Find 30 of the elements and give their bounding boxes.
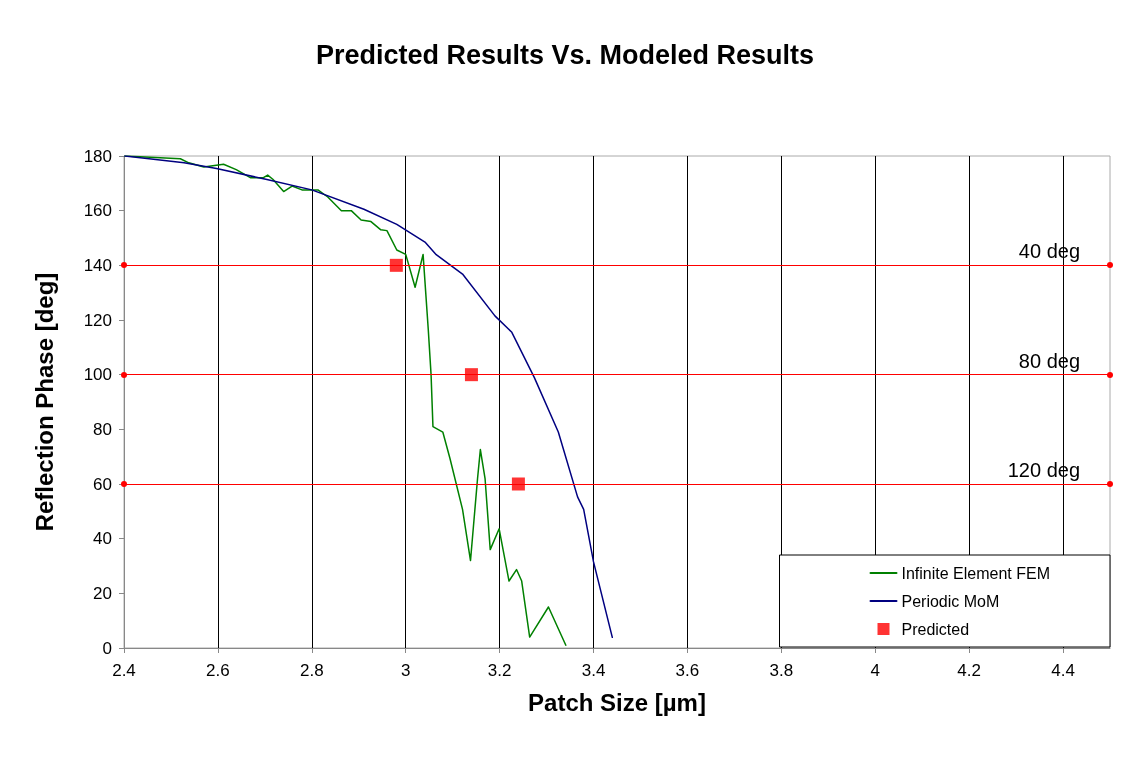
x-tick-label: 4 — [870, 661, 880, 680]
y-tick-label: 120 — [83, 310, 112, 330]
point — [511, 477, 525, 491]
x-tick-label: 3.4 — [581, 661, 606, 680]
x-tick-label: 3.8 — [769, 661, 794, 680]
legend-label: Periodic MoM — [901, 592, 1000, 610]
y-tick-label: 180 — [83, 146, 112, 166]
y-tick-label: 140 — [83, 255, 112, 275]
y-tick-label: 80 — [93, 419, 112, 439]
chart-title: Predicted Results Vs. Modeled Results — [315, 39, 815, 70]
y-axis-title: Reflection Phase [deg] — [30, 272, 58, 532]
legend-label: Infinite Element FEM — [901, 564, 1050, 582]
y-tick-label: 100 — [83, 365, 112, 385]
x-tick-label: 2.6 — [206, 661, 230, 680]
y-tick-label: 60 — [93, 474, 112, 494]
point — [464, 368, 478, 382]
y-tick-label: 40 — [93, 529, 112, 549]
x-tick-label: 2.4 — [112, 661, 136, 680]
legend-label: Predicted — [901, 620, 970, 638]
y-tick-label: 0 — [102, 638, 112, 658]
x-tick-label: 3.2 — [487, 661, 512, 680]
y-tick-label: 160 — [83, 201, 112, 221]
x-tick-label: 4.4 — [1051, 661, 1075, 680]
x-tick-label: 3.6 — [675, 661, 700, 680]
x-axis-title: Patch Size [µm] — [528, 688, 706, 716]
x-tick-label: 3 — [400, 661, 411, 680]
x-tick-label: 4.2 — [957, 661, 981, 680]
y-tick-label: 20 — [93, 583, 112, 603]
point — [389, 258, 403, 272]
x-tick-label: 2.8 — [299, 661, 324, 680]
